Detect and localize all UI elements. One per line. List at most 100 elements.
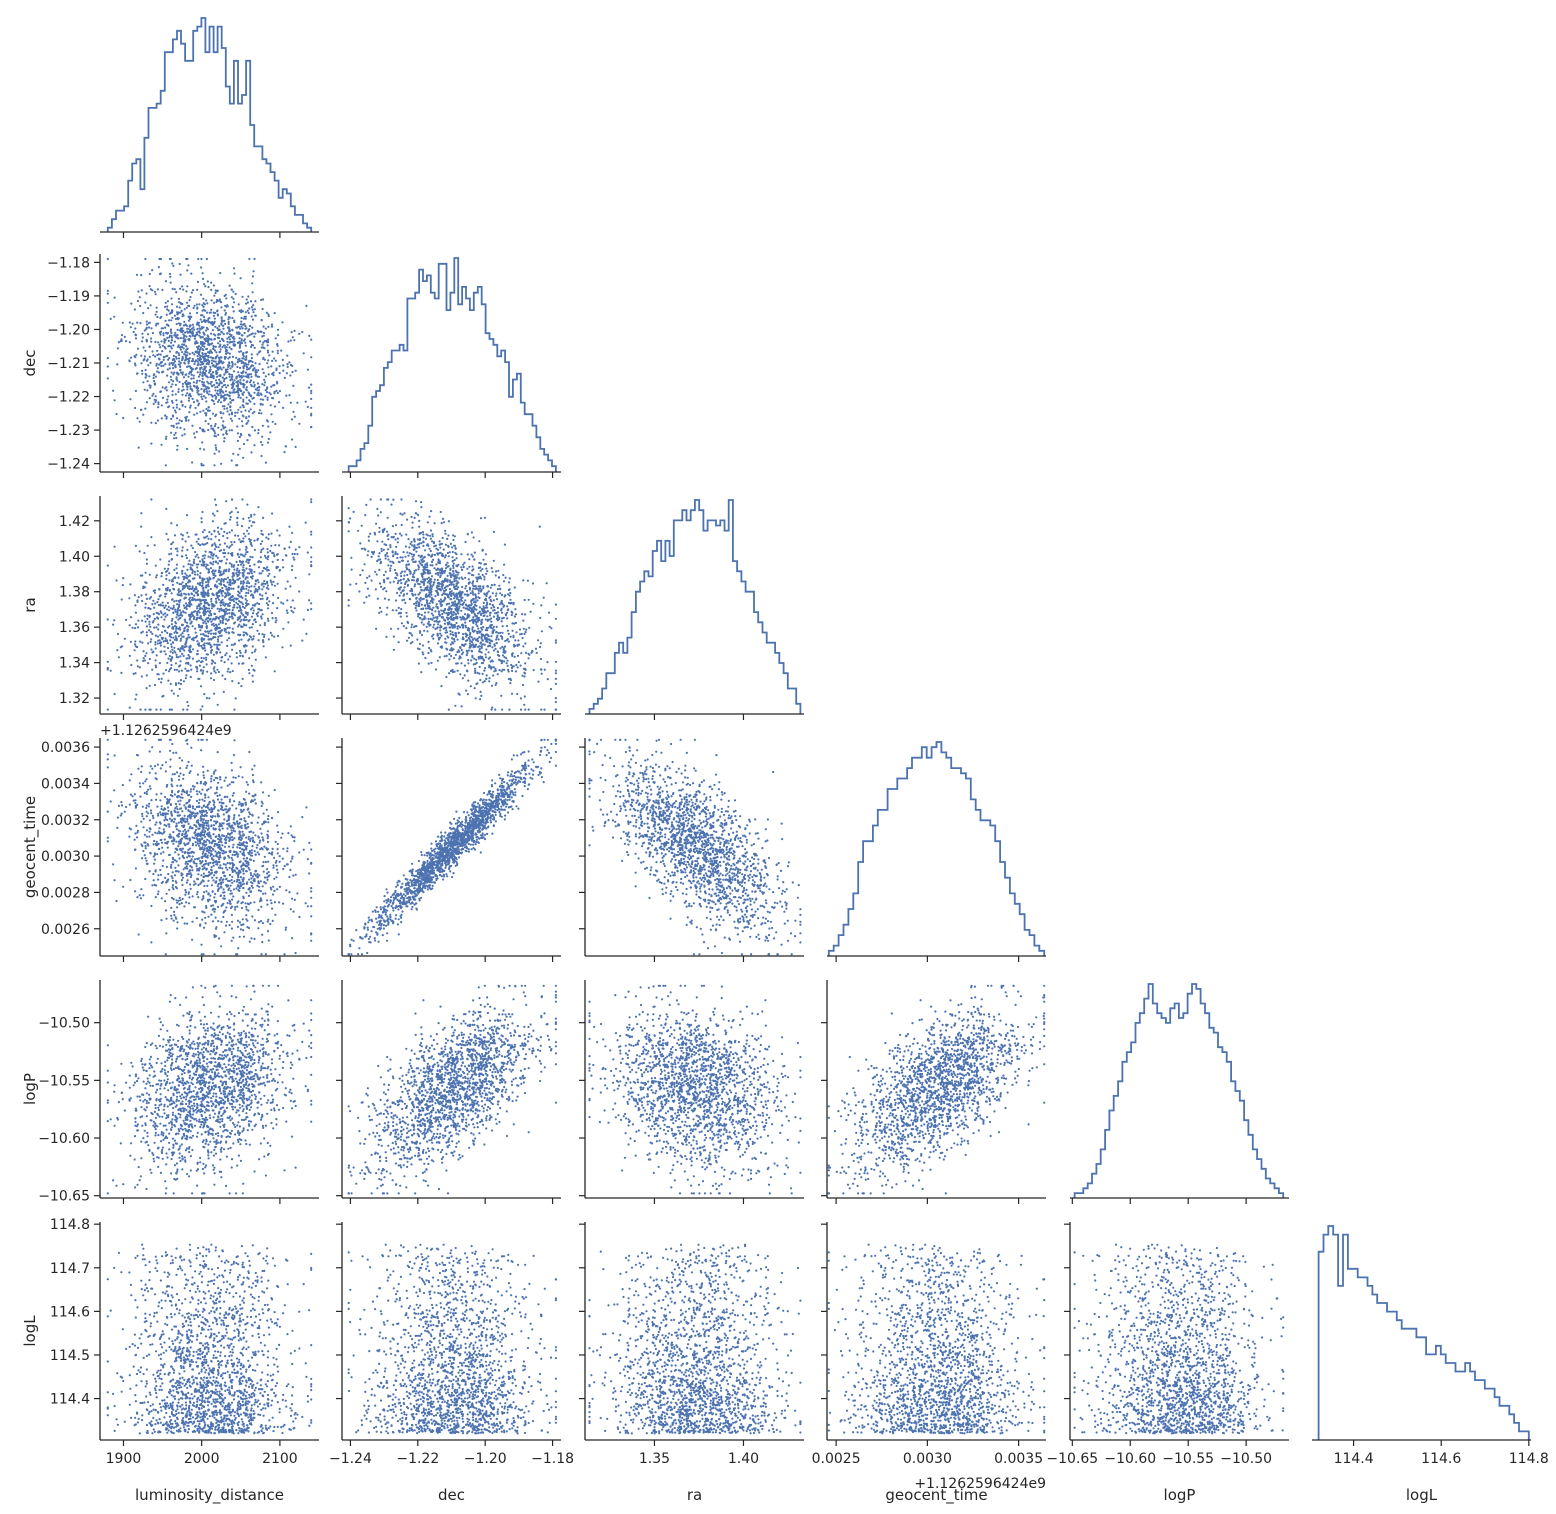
sample-point xyxy=(233,709,235,711)
sample-point xyxy=(422,644,424,646)
sample-point xyxy=(245,345,247,347)
sample-point xyxy=(377,598,379,600)
sample-point xyxy=(202,378,204,380)
sample-point xyxy=(165,280,167,282)
sample-point xyxy=(267,584,269,586)
sample-point xyxy=(151,289,153,291)
sample-point xyxy=(180,679,182,681)
sample-point xyxy=(155,626,157,628)
sample-point xyxy=(244,342,246,344)
sample-point xyxy=(116,363,118,365)
sample-point xyxy=(464,665,466,667)
sample-point xyxy=(245,372,247,374)
sample-point xyxy=(149,273,151,275)
sample-point xyxy=(237,535,239,537)
sample-point xyxy=(415,609,417,611)
sample-point xyxy=(242,457,244,459)
sample-point xyxy=(205,618,207,620)
sample-point xyxy=(135,694,137,696)
sample-point xyxy=(201,310,203,312)
sample-point xyxy=(501,594,503,596)
sample-point xyxy=(290,606,292,608)
sample-point xyxy=(226,407,228,409)
sample-point xyxy=(400,498,402,500)
sample-point xyxy=(171,649,173,651)
y-tick-label: −1.24 xyxy=(47,457,90,473)
sample-point xyxy=(305,522,307,524)
sample-point xyxy=(204,602,206,604)
sample-point xyxy=(195,407,197,409)
sample-point xyxy=(213,284,215,286)
sample-point xyxy=(128,359,130,361)
sample-point xyxy=(179,617,181,619)
sample-point xyxy=(229,406,231,408)
sample-point xyxy=(139,296,141,298)
sample-point xyxy=(422,653,424,655)
sample-point xyxy=(208,614,210,616)
sample-point xyxy=(129,398,131,400)
sample-point xyxy=(182,709,184,711)
sample-point xyxy=(254,583,256,585)
sample-point xyxy=(173,588,175,590)
sample-point xyxy=(291,438,293,440)
sample-point xyxy=(243,570,245,572)
sample-point xyxy=(136,322,138,324)
sample-point xyxy=(188,362,190,364)
sample-point xyxy=(284,377,286,379)
sample-point xyxy=(411,527,413,529)
sample-point xyxy=(272,374,274,376)
sample-point xyxy=(486,593,488,595)
sample-point xyxy=(166,333,168,335)
sample-point xyxy=(454,603,456,605)
sample-point xyxy=(246,396,248,398)
sample-point xyxy=(171,543,173,545)
sample-point xyxy=(231,361,233,363)
sample-point xyxy=(134,364,136,366)
sample-point xyxy=(265,536,267,538)
sample-point xyxy=(221,382,223,384)
sample-point xyxy=(163,626,165,628)
sample-point xyxy=(228,568,230,570)
sample-point xyxy=(197,590,199,592)
sample-point xyxy=(295,549,297,551)
sample-point xyxy=(180,362,182,364)
sample-point xyxy=(216,363,218,365)
sample-point xyxy=(184,433,186,435)
sample-point xyxy=(204,412,206,414)
sample-point xyxy=(484,653,486,655)
sample-point xyxy=(181,310,183,312)
sample-point xyxy=(242,415,244,417)
sample-point xyxy=(228,413,230,415)
sample-point xyxy=(254,649,256,651)
sample-point xyxy=(170,342,172,344)
sample-point xyxy=(223,691,225,693)
sample-point xyxy=(473,536,475,538)
sample-point xyxy=(258,394,260,396)
sample-point xyxy=(156,354,158,356)
sample-point xyxy=(216,386,218,388)
sample-point xyxy=(184,597,186,599)
sample-point xyxy=(424,615,426,617)
sample-point xyxy=(454,588,456,590)
sample-point xyxy=(385,544,387,546)
sample-point xyxy=(152,393,154,395)
sample-point xyxy=(200,615,202,617)
sample-point xyxy=(212,513,214,515)
sample-point xyxy=(178,344,180,346)
sample-point xyxy=(463,566,465,568)
sample-point xyxy=(430,564,432,566)
sample-point xyxy=(160,333,162,335)
sample-point xyxy=(453,657,455,659)
sample-point xyxy=(260,549,262,551)
sample-point xyxy=(261,588,263,590)
sample-point xyxy=(148,623,150,625)
sample-point xyxy=(510,636,512,638)
sample-point xyxy=(170,553,172,555)
sample-point xyxy=(196,350,198,352)
sample-point xyxy=(243,375,245,377)
sample-point xyxy=(153,607,155,609)
sample-point xyxy=(367,588,369,590)
sample-point xyxy=(448,596,450,598)
sample-point xyxy=(173,355,175,357)
sample-point xyxy=(260,598,262,600)
